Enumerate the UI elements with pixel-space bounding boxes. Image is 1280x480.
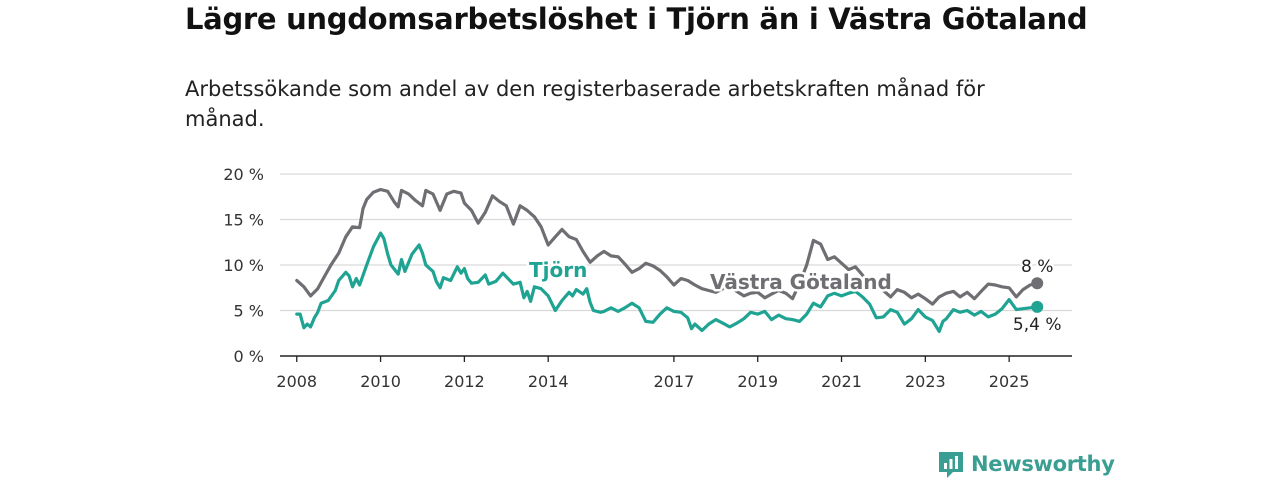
series-label-tjorn: Tjörn [529, 258, 587, 282]
x-tick-label: 2014 [528, 372, 569, 391]
chart-title: Lägre ungdomsarbetslöshet i Tjörn än i V… [185, 2, 1088, 36]
x-tick-label: 2008 [276, 372, 317, 391]
y-tick-label: 20 % [223, 165, 264, 184]
bar-chart-icon [939, 452, 963, 478]
x-axis-ticks: 2008 2010 2012 2014 2017 2019 2021 2023 2025 [276, 356, 1030, 391]
chart-subtitle: Arbetssökande som andel av den registerb… [185, 77, 985, 131]
y-tick-label: 5 % [234, 302, 264, 321]
x-tick-label: 2025 [989, 372, 1030, 391]
y-tick-label: 0 % [234, 347, 264, 366]
brand-name: Newsworthy [971, 452, 1115, 476]
gridlines [280, 173, 1072, 357]
series-line [295, 187, 1039, 306]
newsworthy-logo[interactable]: Newsworthy [937, 449, 1115, 479]
x-tick-label: 2023 [905, 372, 946, 391]
y-tick-label: 15 % [223, 211, 264, 230]
series-end-marker [1031, 277, 1044, 290]
x-tick-label: 2010 [360, 372, 401, 391]
series-label-vastra-gotaland: Västra Götaland [710, 270, 892, 294]
series-end-marker [1031, 300, 1044, 313]
end-value-label: 8 % [1021, 257, 1053, 277]
x-tick-label: 2017 [654, 372, 695, 391]
series-lines [295, 187, 1044, 333]
x-tick-label: 2021 [821, 372, 862, 391]
end-value-label: 5,4 % [1013, 315, 1062, 335]
x-tick-label: 2012 [444, 372, 485, 391]
y-axis-ticks: 0 % 5 % 10 % 15 % 20 % [223, 165, 264, 366]
series-labels: Västra Götaland Tjörn 8 % 5,4 % [527, 255, 1065, 338]
x-tick-label: 2019 [737, 372, 778, 391]
y-tick-label: 10 % [223, 256, 264, 275]
series-line [295, 231, 1039, 333]
